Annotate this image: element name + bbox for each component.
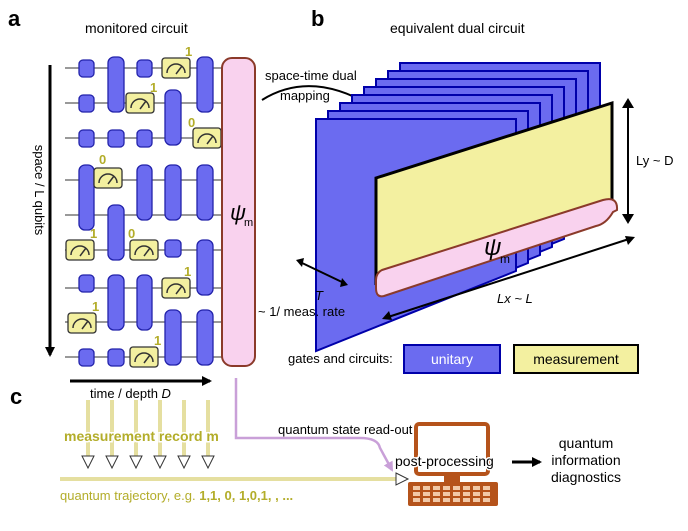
- outcome-label: 0: [188, 115, 195, 130]
- monitored-circuit-title: monitored circuit: [85, 20, 188, 36]
- psi-symbol-a: ψ: [230, 200, 246, 225]
- meter-icon: [125, 92, 155, 114]
- dual-circuit-title: equivalent dual circuit: [390, 20, 525, 36]
- readout-arrow: [234, 378, 394, 472]
- psi-subscript-a: m: [244, 217, 253, 229]
- meter-icon: [67, 312, 97, 334]
- legend-unitary-label: unitary: [431, 351, 473, 367]
- space-axis-label: space / L qubits: [32, 145, 47, 236]
- meter-icon: [161, 277, 191, 299]
- outcome-label: 1: [90, 226, 97, 241]
- legend-unitary-swatch: [403, 344, 501, 374]
- postprocessing-label: post-processing: [395, 453, 494, 469]
- outcome-label: 1: [184, 264, 191, 279]
- measurement-record-label: measurement record m: [64, 428, 219, 444]
- meter-icon: [129, 239, 159, 261]
- meter-icon: [65, 239, 95, 261]
- legend-title: gates and circuits:: [288, 351, 393, 366]
- lx-arrow: [384, 237, 633, 319]
- panel-label-b: b: [311, 6, 324, 31]
- diagnostics-line2: information: [551, 452, 620, 468]
- meter-icon: [129, 346, 159, 368]
- legend-measurement-swatch: [513, 344, 639, 374]
- psi-subscript-b: m: [500, 252, 510, 266]
- panel-label-a: a: [8, 6, 21, 31]
- record-arrows: [81, 400, 215, 470]
- mapping-label-line1: space-time dual: [265, 68, 357, 83]
- outcome-label: 1: [154, 333, 161, 348]
- unitary-gates: [78, 56, 214, 367]
- lx-label: Lx ~ L: [497, 291, 533, 306]
- meter-icon: [93, 167, 123, 189]
- trajectory-label: quantum trajectory, e.g. 1,1, 0, 1,0,1, …: [60, 488, 293, 503]
- measurement-outcomes: 1 1 0 0 1 0 1 1 1: [90, 44, 195, 348]
- final-state-tube: [375, 198, 619, 298]
- outcome-label: 1: [150, 80, 157, 95]
- measurement-boxes: [65, 57, 222, 368]
- outcome-label: 0: [99, 152, 106, 167]
- ly-label: Ly ~ D: [636, 153, 673, 168]
- time-axis-label: time / depth D: [90, 386, 171, 401]
- diagnostics-line1: quantum: [559, 435, 613, 451]
- meter-icon: [161, 57, 191, 79]
- legend-measurement-label: measurement: [533, 351, 619, 367]
- t-label: T: [315, 288, 324, 303]
- psi-symbol-b: ψ: [484, 234, 501, 261]
- outcome-label: 1: [185, 44, 192, 59]
- mapping-label-line2: mapping: [280, 88, 330, 103]
- readout-label: quantum state read-out: [278, 422, 413, 437]
- rate-label: ~ 1/ meas. rate: [258, 304, 345, 319]
- outcome-label: 0: [128, 226, 135, 241]
- t-arrow: [299, 261, 345, 284]
- final-state-box: [221, 57, 256, 367]
- meter-icon: [192, 127, 222, 149]
- computer-icon: [408, 422, 498, 506]
- outcome-label: 1: [92, 299, 99, 314]
- diagnostics-line3: diagnostics: [551, 469, 621, 485]
- panel-label-c: c: [10, 384, 22, 409]
